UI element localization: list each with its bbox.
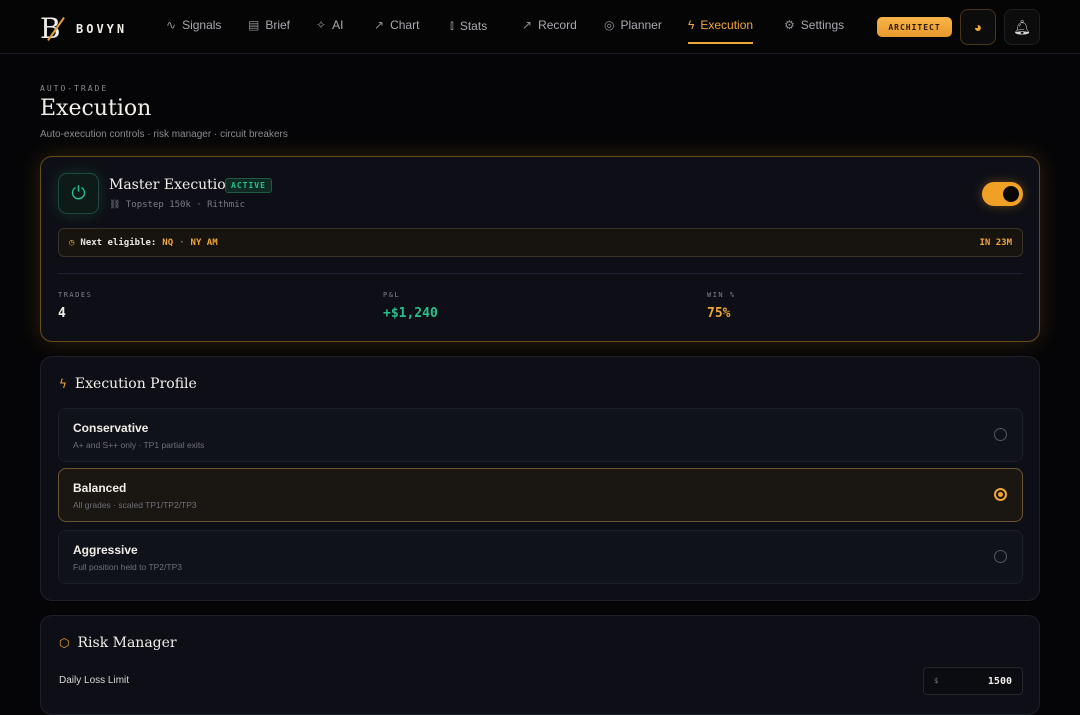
nav-record[interactable]: ↗ Record xyxy=(522,18,577,32)
clock-icon: ◷ xyxy=(69,237,75,248)
risk-manager-card: ⬡ Risk Manager Daily Loss Limit $ 1500 xyxy=(40,615,1040,715)
architect-badge[interactable]: ARCHITECT xyxy=(877,17,952,37)
separator: · xyxy=(179,237,185,248)
stat-label: WIN % xyxy=(707,291,736,299)
option-name: Aggressive xyxy=(73,543,138,557)
stat-pnl: P&L +$1,240 xyxy=(383,291,438,321)
nav-label: Planner xyxy=(620,18,662,32)
execution-profile-card: ϟ Execution Profile Conservative A+ and S… xyxy=(40,356,1040,601)
stat-value: 75% xyxy=(707,306,731,321)
lightning-icon: ϟ xyxy=(59,377,67,391)
next-symbol: NQ xyxy=(162,237,174,248)
trend-up-icon: ↗ xyxy=(374,18,385,32)
option-desc: All grades · scaled TP1/TP2/TP3 xyxy=(73,500,197,510)
connection-info: ⛓ Topstep 150k · Rithmic xyxy=(109,200,245,210)
power-icon: ⏻ xyxy=(58,173,99,214)
nav-planner[interactable]: ◎ Planner xyxy=(604,18,662,32)
option-desc: Full position held to TP2/TP3 xyxy=(73,562,182,572)
nav-label: Settings xyxy=(800,18,845,32)
nav-chart[interactable]: ↗ Chart xyxy=(374,18,419,32)
nav-stats[interactable]: ⫾ Stats xyxy=(450,18,487,33)
profile-option-aggressive[interactable]: Aggressive Full position held to TP2/TP3 xyxy=(58,530,1023,584)
section-title: Risk Manager xyxy=(77,635,177,651)
divider xyxy=(58,273,1023,274)
next-session: NY AM xyxy=(190,237,218,248)
trend-up-icon: ↗ xyxy=(522,18,533,32)
notifications-button[interactable]: 🔔︎ xyxy=(1004,9,1040,45)
stat-win-rate: WIN % 75% xyxy=(707,291,736,321)
sparkles-icon: ✧ xyxy=(316,18,327,32)
stat-trades: TRADES 4 xyxy=(58,291,92,321)
nav-label: Record xyxy=(538,18,577,32)
radio[interactable] xyxy=(994,488,1007,501)
stat-label: P&L xyxy=(383,291,401,299)
palette-icon: ◕ xyxy=(973,19,983,35)
radio[interactable] xyxy=(994,428,1007,441)
theme-button[interactable]: ◕ xyxy=(960,9,996,45)
nav-signals[interactable]: ∿ Signals xyxy=(166,18,221,32)
nav-label: AI xyxy=(332,18,344,32)
bar-chart-icon: ⫾ xyxy=(450,18,454,32)
shield-icon: ⬡ xyxy=(59,636,70,650)
logo[interactable]: B BOVYN xyxy=(40,12,127,45)
lightning-icon: ϟ xyxy=(688,18,695,32)
nav-label: Brief xyxy=(265,18,291,32)
option-name: Conservative xyxy=(73,421,149,435)
nav-label: Signals xyxy=(182,18,222,32)
master-execution-toggle[interactable] xyxy=(982,182,1023,206)
connection-text: Topstep 150k · Rithmic xyxy=(125,200,246,210)
logo-mark: B xyxy=(40,12,68,45)
stat-value: +$1,240 xyxy=(383,306,438,321)
section-title: Execution Profile xyxy=(74,376,197,392)
link-icon: ⛓ xyxy=(109,200,126,210)
status-badge: ACTIVE xyxy=(225,178,272,193)
next-label: Next eligible: xyxy=(80,237,157,248)
currency-symbol: $ xyxy=(934,677,939,685)
bell-icon: 🔔︎ xyxy=(1013,18,1031,35)
newspaper-icon: ▤ xyxy=(248,18,260,32)
nav-execution[interactable]: ϟ Execution xyxy=(688,18,754,44)
daily-loss-input[interactable]: $ 1500 xyxy=(923,667,1023,695)
profile-option-balanced[interactable]: Balanced All grades · scaled TP1/TP2/TP3 xyxy=(58,468,1023,522)
page-subtitle: Auto-execution controls · risk manager ·… xyxy=(40,129,288,140)
nav-label: Execution xyxy=(700,18,754,32)
nav-label: Chart xyxy=(390,18,420,32)
section-header: ϟ Execution Profile xyxy=(59,376,197,392)
daily-loss-label: Daily Loss Limit xyxy=(59,675,130,686)
option-name: Balanced xyxy=(73,481,127,495)
profile-option-conservative[interactable]: Conservative A+ and S++ only · TP1 parti… xyxy=(58,408,1023,462)
toggle-knob xyxy=(1003,186,1019,202)
nav-brief[interactable]: ▤ Brief xyxy=(248,18,290,32)
gear-icon: ⚙ xyxy=(784,18,795,32)
page-kicker: AUTO-TRADE xyxy=(40,84,109,93)
brand-name: BOVYN xyxy=(76,21,128,36)
pulse-icon: ∿ xyxy=(166,18,177,32)
page-title: Execution xyxy=(40,96,152,121)
master-title: Master Execution xyxy=(109,177,235,193)
nav-settings[interactable]: ⚙ Settings xyxy=(784,18,844,32)
nav-label: Stats xyxy=(459,18,488,33)
section-header: ⬡ Risk Manager xyxy=(59,635,177,651)
option-desc: A+ and S++ only · TP1 partial exits xyxy=(73,440,205,450)
radio[interactable] xyxy=(994,550,1007,563)
stat-label: TRADES xyxy=(58,291,93,299)
stat-value: 4 xyxy=(58,306,66,321)
nav-ai[interactable]: ✧ AI xyxy=(316,18,343,32)
top-nav: B BOVYN ∿ Signals ▤ Brief ✧ AI ↗ Chart ⫾ Stat… xyxy=(0,0,1080,54)
daily-loss-value: 1500 xyxy=(987,675,1012,687)
target-icon: ◎ xyxy=(604,18,615,32)
countdown: IN 23M xyxy=(979,237,1012,248)
master-execution-card: ⏻ Master Execution ACTIVE ⛓ Topstep 150k… xyxy=(40,156,1040,342)
next-eligible-bar: ◷ Next eligible: NQ · NY AM IN 23M xyxy=(58,228,1023,257)
